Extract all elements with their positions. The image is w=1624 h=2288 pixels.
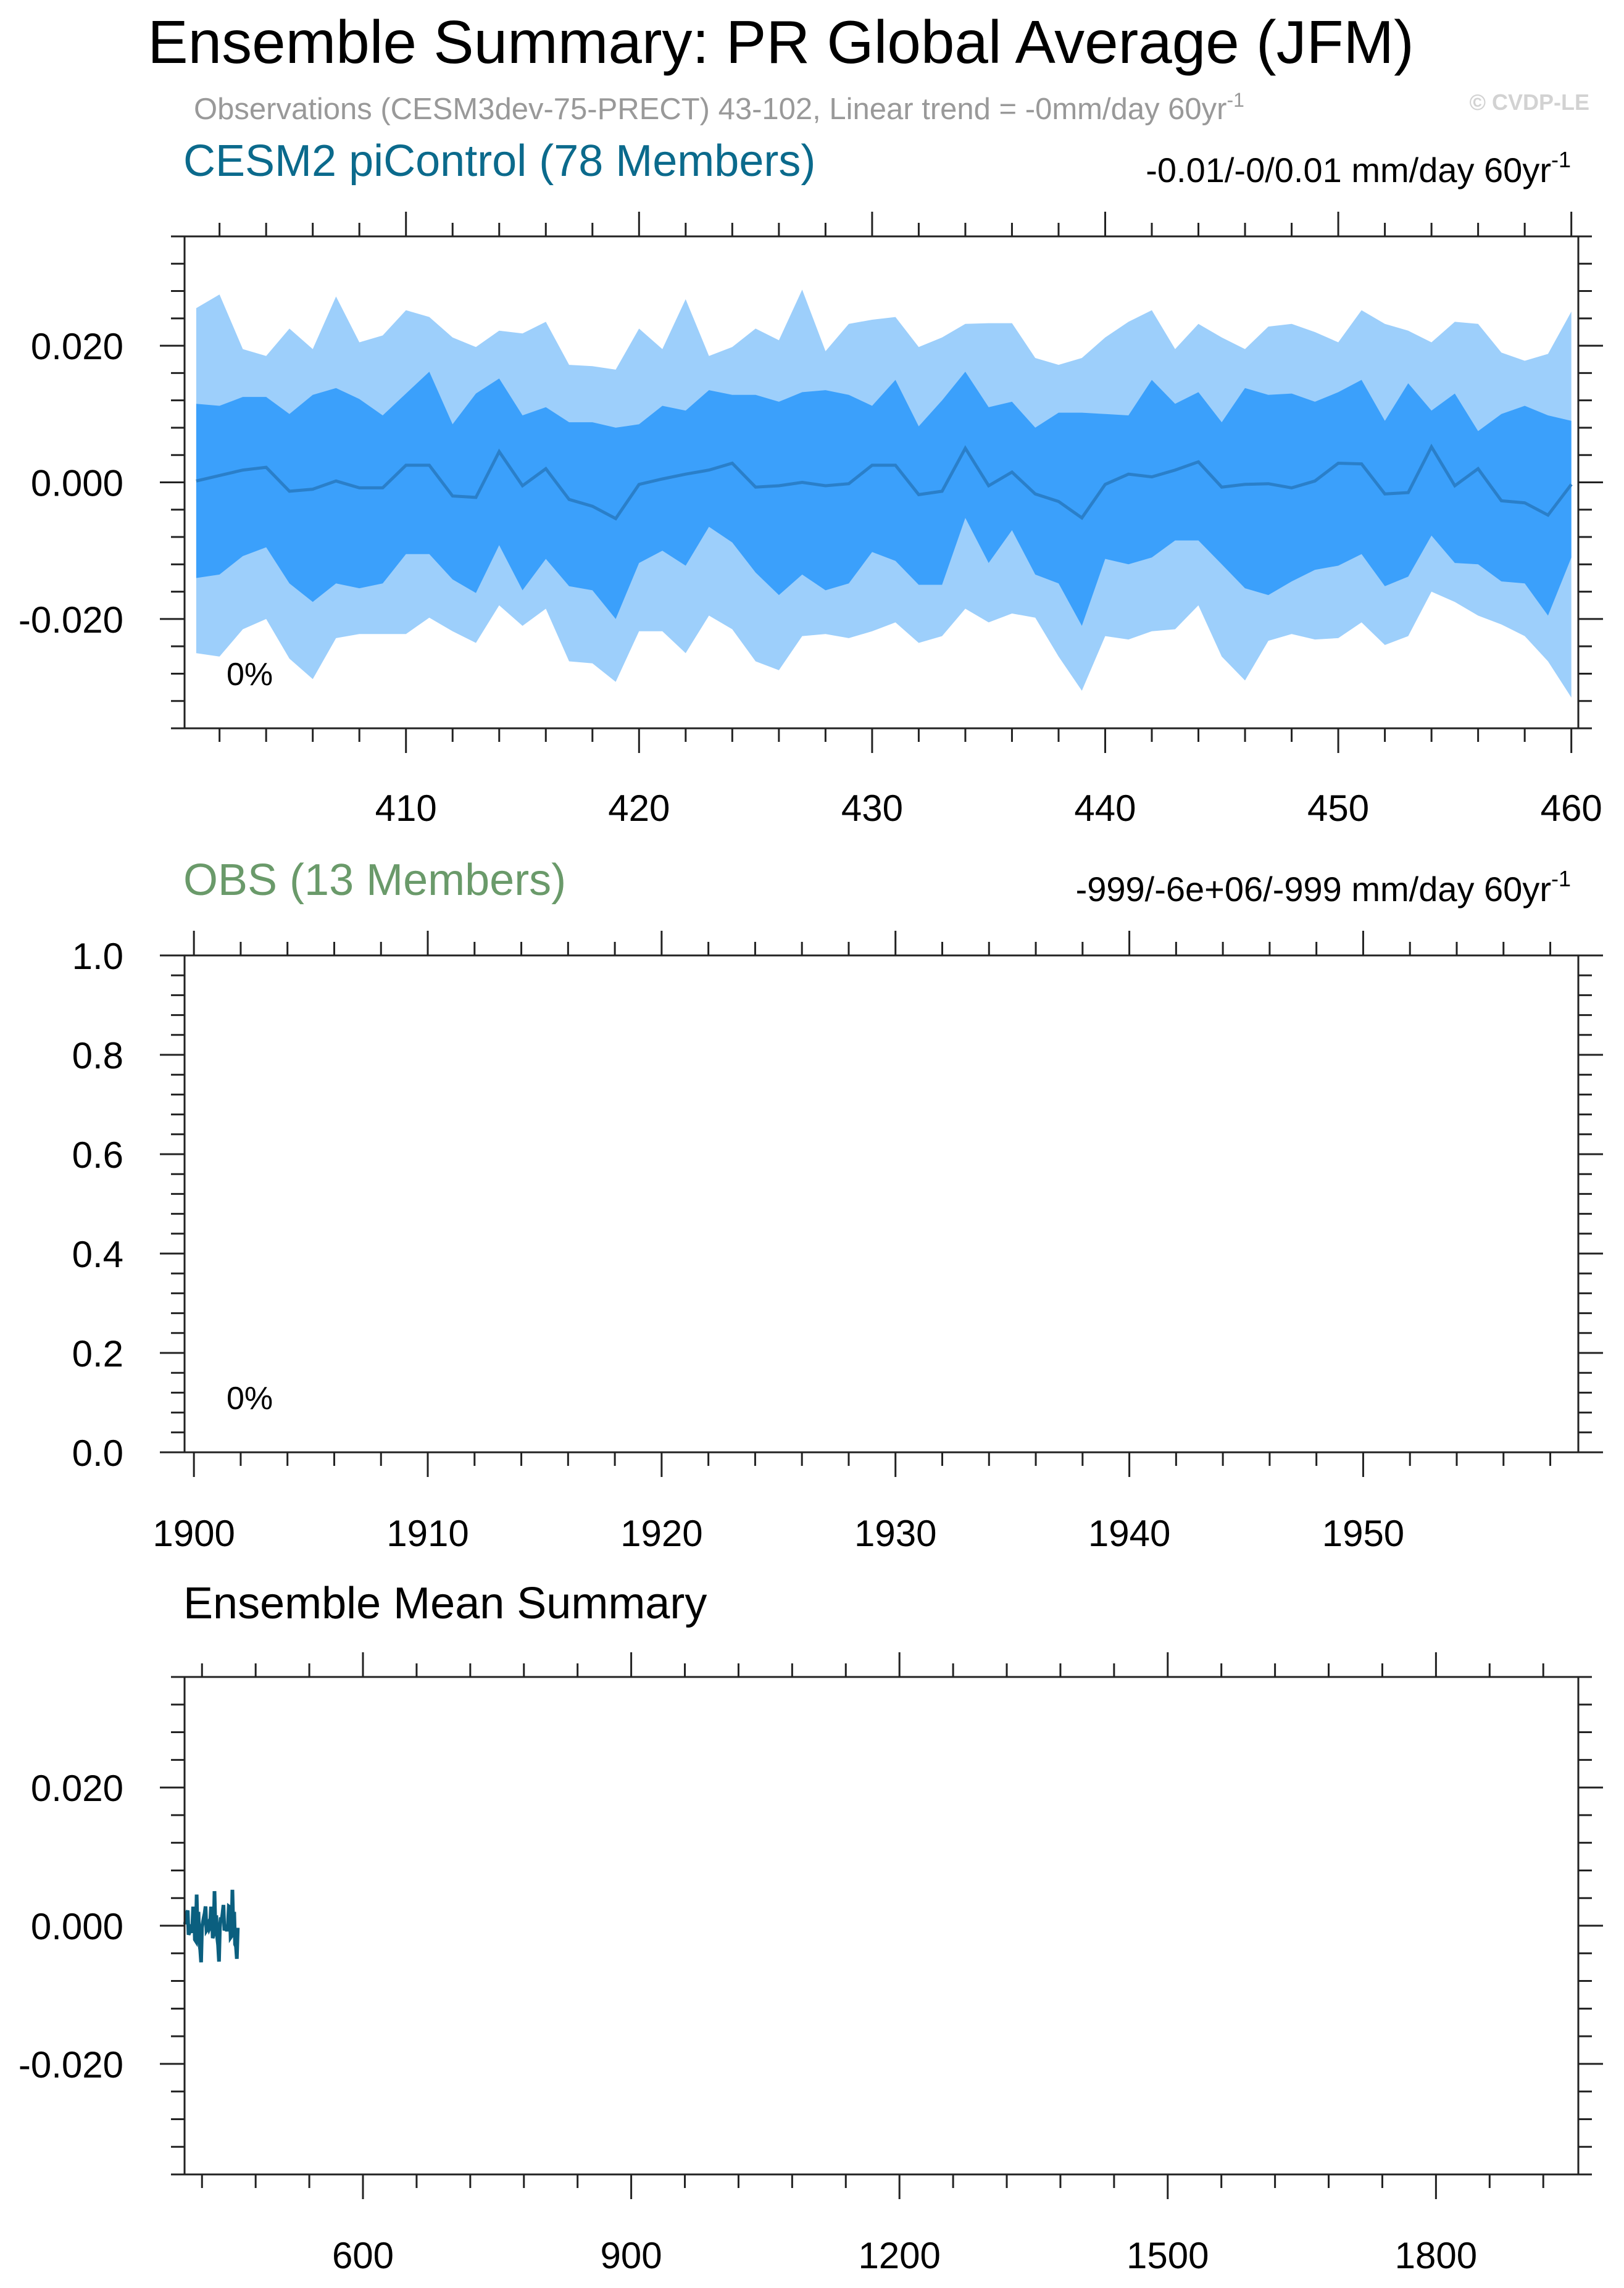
y-tick-label: 0.8 — [72, 1035, 123, 1076]
x-tick-label: 420 — [608, 788, 670, 829]
ensemble-mean-line — [196, 443, 1573, 521]
percent-label: 0% — [227, 1381, 273, 1416]
plot-area — [196, 289, 1573, 698]
x-tick-label: 1800 — [1395, 2235, 1477, 2276]
y-tick-label: 1.0 — [72, 936, 123, 977]
percent-label: 0% — [227, 657, 273, 693]
y-tick-label: 0.0 — [72, 1433, 123, 1474]
figure-subtitle-text: Observations (CESM3dev-75-PRECT) 43-102,… — [194, 93, 1227, 126]
x-tick-label: 900 — [601, 2235, 662, 2276]
trend-label-sup: -1 — [1551, 147, 1571, 172]
x-tick-label: 460 — [1541, 788, 1602, 829]
trend-label-text: -999/-6e+06/-999 mm/day 60yr — [1076, 870, 1551, 909]
figure-title: Ensemble Summary: PR Global Average (JFM… — [148, 8, 1414, 76]
inner-spread-band — [196, 372, 1572, 626]
x-tick-label: 1200 — [858, 2235, 940, 2276]
obs-panel: OBS (13 Members) -999/-6e+06/-999 mm/day … — [72, 855, 1603, 1554]
y-tick-label: 0.6 — [72, 1134, 123, 1176]
ensemble-mean-panel: Ensemble Mean Summary 600 900 1200 1500 1800 -… — [19, 1579, 1603, 2276]
ensemble-mean-series-line — [183, 1889, 240, 1963]
y-tick-label: 0.000 — [31, 1906, 123, 1947]
plot-frame — [183, 954, 1580, 1454]
y-tick-label: -0.020 — [19, 2044, 123, 2086]
x-tick-label: 1910 — [386, 1513, 468, 1554]
x-tick-label: 430 — [841, 788, 903, 829]
y-tick-label: 0.000 — [31, 463, 123, 504]
y-tick-label: 0.020 — [31, 1768, 123, 1809]
y-tick-label: 0.4 — [72, 1234, 123, 1275]
trend-label-text: -0.01/-0/0.01 mm/day 60yr — [1146, 151, 1551, 189]
figure-subtitle-sup: -1 — [1227, 89, 1244, 111]
watermark: © CVDP-LE — [1469, 89, 1589, 115]
y-tick-label: 0.2 — [72, 1333, 123, 1375]
figure-subtitle: Observations (CESM3dev-75-PRECT) 43-102,… — [194, 89, 1244, 126]
x-tick-label: 1950 — [1322, 1513, 1404, 1554]
trend-label: -999/-6e+06/-999 mm/day 60yr-1 — [1076, 866, 1571, 909]
trend-label: -0.01/-0/0.01 mm/day 60yr-1 — [1146, 147, 1571, 189]
panel-title: CESM2 piControl (78 Members) — [183, 136, 815, 186]
panel-title: OBS (13 Members) — [183, 855, 566, 905]
x-tick-label: 450 — [1307, 788, 1369, 829]
y-tick-label: 0.020 — [31, 326, 123, 367]
x-tick-label: 1940 — [1088, 1513, 1170, 1554]
trend-label-sup: -1 — [1551, 866, 1571, 891]
plot-area — [183, 1889, 240, 1963]
model-panel: CESM2 piControl (78 Members) -0.01/-0/0.0… — [19, 136, 1603, 829]
x-tick-label: 410 — [375, 788, 437, 829]
x-tick-label: 600 — [332, 2235, 394, 2276]
y-tick-label: -0.020 — [19, 599, 123, 641]
x-tick-label: 1920 — [620, 1513, 702, 1554]
x-tick-label: 1500 — [1126, 2235, 1209, 2276]
x-tick-label: 1930 — [854, 1513, 936, 1554]
panel-title: Ensemble Mean Summary — [183, 1579, 707, 1628]
x-tick-label: 1900 — [152, 1513, 235, 1554]
x-tick-label: 440 — [1074, 788, 1136, 829]
